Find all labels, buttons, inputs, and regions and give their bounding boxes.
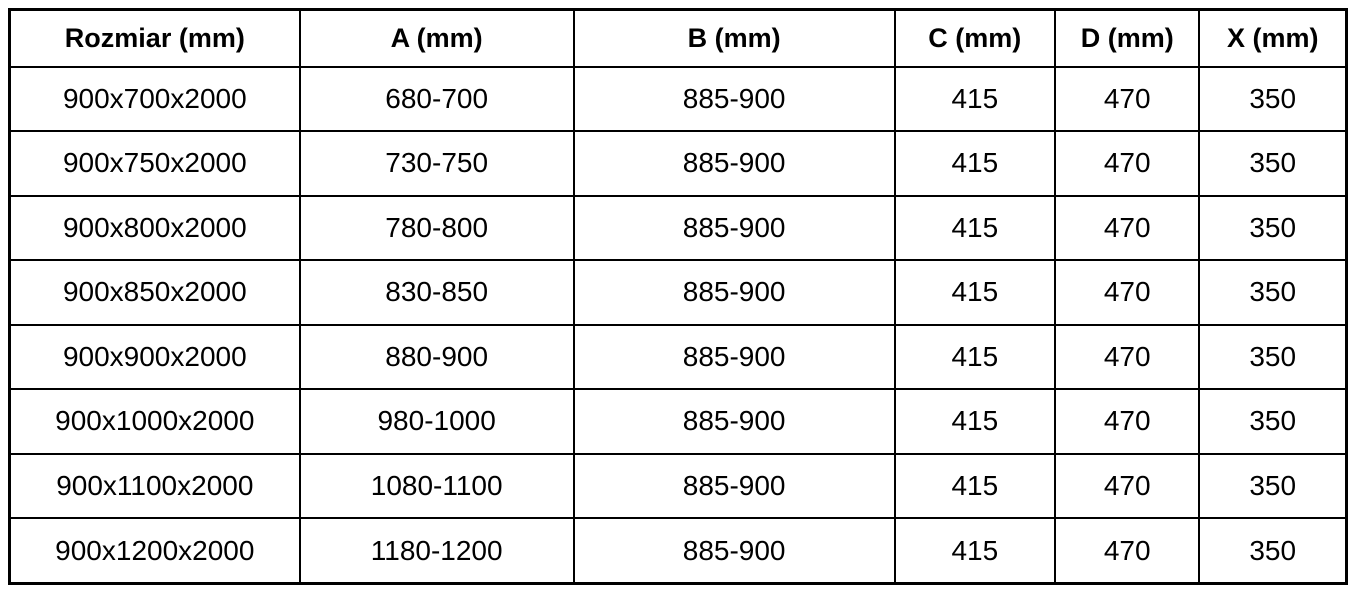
cell-x: 350 xyxy=(1198,259,1348,326)
cell-rozmiar: 900x1100x2000 xyxy=(8,452,301,519)
dimensions-table: Rozmiar (mm) A (mm) B (mm) C (mm) D (mm)… xyxy=(8,8,1348,585)
cell-rozmiar: 900x1000x2000 xyxy=(8,388,301,455)
cell-x: 350 xyxy=(1198,388,1348,455)
header-rozmiar: Rozmiar (mm) xyxy=(8,8,301,68)
table-row: 900x1100x2000 1080-1100 885-900 415 470 … xyxy=(8,452,1348,519)
cell-b: 885-900 xyxy=(572,452,896,519)
cell-a: 680-700 xyxy=(298,65,575,132)
table-row: 900x900x2000 880-900 885-900 415 470 350 xyxy=(8,323,1348,390)
cell-d: 470 xyxy=(1054,388,1201,455)
header-x: X (mm) xyxy=(1198,8,1348,68)
cell-x: 350 xyxy=(1198,452,1348,519)
table-row: 900x800x2000 780-800 885-900 415 470 350 xyxy=(8,194,1348,261)
cell-a: 730-750 xyxy=(298,130,575,197)
cell-d: 470 xyxy=(1054,130,1201,197)
cell-d: 470 xyxy=(1054,452,1201,519)
table-row: 900x700x2000 680-700 885-900 415 470 350 xyxy=(8,65,1348,132)
cell-a: 830-850 xyxy=(298,259,575,326)
cell-a: 880-900 xyxy=(298,323,575,390)
cell-c: 415 xyxy=(893,259,1057,326)
cell-d: 470 xyxy=(1054,517,1201,585)
cell-c: 415 xyxy=(893,517,1057,585)
cell-a: 1180-1200 xyxy=(298,517,575,585)
cell-rozmiar: 900x750x2000 xyxy=(8,130,301,197)
cell-b: 885-900 xyxy=(572,130,896,197)
cell-a: 1080-1100 xyxy=(298,452,575,519)
header-c: C (mm) xyxy=(893,8,1057,68)
table-row: 900x750x2000 730-750 885-900 415 470 350 xyxy=(8,130,1348,197)
cell-b: 885-900 xyxy=(572,259,896,326)
table-row: 900x850x2000 830-850 885-900 415 470 350 xyxy=(8,259,1348,326)
cell-x: 350 xyxy=(1198,65,1348,132)
cell-rozmiar: 900x900x2000 xyxy=(8,323,301,390)
header-d: D (mm) xyxy=(1054,8,1201,68)
cell-d: 470 xyxy=(1054,259,1201,326)
cell-x: 350 xyxy=(1198,323,1348,390)
cell-c: 415 xyxy=(893,323,1057,390)
cell-b: 885-900 xyxy=(572,517,896,585)
cell-c: 415 xyxy=(893,194,1057,261)
cell-d: 470 xyxy=(1054,194,1201,261)
cell-c: 415 xyxy=(893,452,1057,519)
cell-b: 885-900 xyxy=(572,388,896,455)
cell-x: 350 xyxy=(1198,130,1348,197)
cell-d: 470 xyxy=(1054,65,1201,132)
cell-rozmiar: 900x700x2000 xyxy=(8,65,301,132)
cell-c: 415 xyxy=(893,388,1057,455)
cell-d: 470 xyxy=(1054,323,1201,390)
header-b: B (mm) xyxy=(572,8,896,68)
header-row: Rozmiar (mm) A (mm) B (mm) C (mm) D (mm)… xyxy=(8,8,1348,68)
header-a: A (mm) xyxy=(298,8,575,68)
cell-x: 350 xyxy=(1198,517,1348,585)
cell-c: 415 xyxy=(893,65,1057,132)
cell-rozmiar: 900x850x2000 xyxy=(8,259,301,326)
cell-a: 980-1000 xyxy=(298,388,575,455)
cell-x: 350 xyxy=(1198,194,1348,261)
cell-b: 885-900 xyxy=(572,194,896,261)
table-row: 900x1200x2000 1180-1200 885-900 415 470 … xyxy=(8,517,1348,585)
table-row: 900x1000x2000 980-1000 885-900 415 470 3… xyxy=(8,388,1348,455)
cell-c: 415 xyxy=(893,130,1057,197)
cell-b: 885-900 xyxy=(572,323,896,390)
cell-rozmiar: 900x800x2000 xyxy=(8,194,301,261)
cell-a: 780-800 xyxy=(298,194,575,261)
cell-b: 885-900 xyxy=(572,65,896,132)
cell-rozmiar: 900x1200x2000 xyxy=(8,517,301,585)
